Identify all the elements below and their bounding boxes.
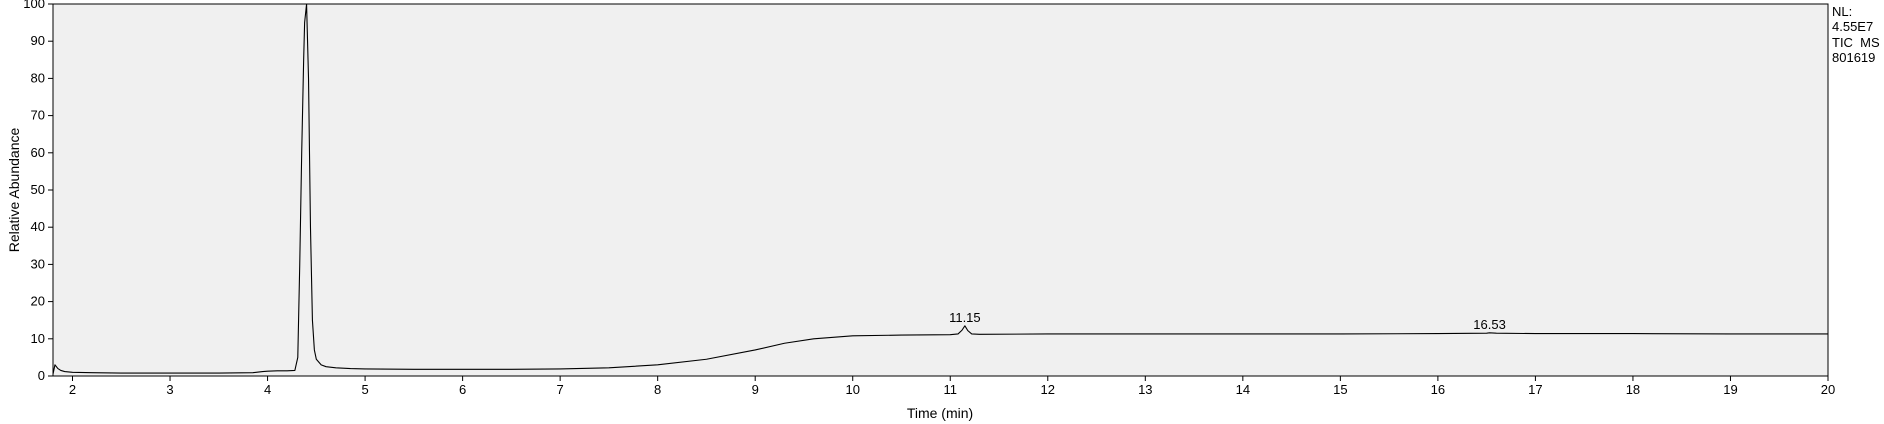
- peak-label: 11.15: [949, 310, 981, 325]
- y-tick-label: 30: [31, 256, 45, 271]
- y-tick-label: 20: [31, 294, 45, 309]
- x-axis-title: Time (min): [907, 405, 973, 421]
- y-tick-label: 90: [31, 33, 45, 48]
- x-tick-label: 3: [166, 382, 173, 397]
- x-tick-label: 17: [1528, 382, 1542, 397]
- x-tick-label: 7: [557, 382, 564, 397]
- info-line: 801619: [1832, 50, 1875, 65]
- x-tick-label: 5: [361, 382, 368, 397]
- y-tick-label: 0: [38, 368, 45, 383]
- info-line: NL:: [1832, 4, 1852, 19]
- peak-label: 4.40: [294, 0, 319, 3]
- info-block: NL: 4.55E7 TIC MS 801619: [1832, 4, 1880, 65]
- info-line: 4.55E7: [1832, 19, 1873, 34]
- x-tick-label: 20: [1821, 382, 1835, 397]
- plot-area: [53, 4, 1828, 376]
- x-tick-label: 16: [1431, 382, 1445, 397]
- y-tick-label: 70: [31, 108, 45, 123]
- y-axis: 0 10 20 30 40 50 60 70 80 90 100: [23, 0, 53, 383]
- y-tick-label: 100: [23, 0, 45, 11]
- info-line: TIC MS: [1832, 35, 1880, 50]
- y-tick-label: 40: [31, 219, 45, 234]
- x-tick-label: 11: [944, 382, 958, 397]
- x-tick-label: 19: [1723, 382, 1737, 397]
- x-tick-label: 13: [1138, 382, 1152, 397]
- y-tick-label: 50: [31, 182, 45, 197]
- x-axis: 2 3 4 5 6 7 8 9 10 11 12 13 14 15 16 17 18 19 20: [69, 376, 1835, 397]
- y-axis-title: Relative Abundance: [6, 128, 22, 253]
- peak-labels: 4.40 11.15 16.53: [294, 0, 1506, 332]
- x-tick-label: 18: [1626, 382, 1640, 397]
- peak-label: 16.53: [1473, 317, 1506, 332]
- x-tick-label: 14: [1236, 382, 1250, 397]
- x-tick-label: 9: [752, 382, 759, 397]
- x-tick-label: 2: [69, 382, 76, 397]
- x-tick-label: 4: [264, 382, 271, 397]
- y-tick-label: 60: [31, 145, 45, 160]
- y-tick-label: 80: [31, 70, 45, 85]
- x-tick-label: 6: [459, 382, 466, 397]
- tic-trace-line: [52, 3, 1828, 375]
- x-tick-label: 10: [845, 382, 859, 397]
- x-tick-label: 12: [1041, 382, 1055, 397]
- y-tick-label: 10: [31, 331, 45, 346]
- plot-frame: [52, 3, 1829, 377]
- x-tick-label: 15: [1333, 382, 1347, 397]
- x-tick-label: 8: [654, 382, 661, 397]
